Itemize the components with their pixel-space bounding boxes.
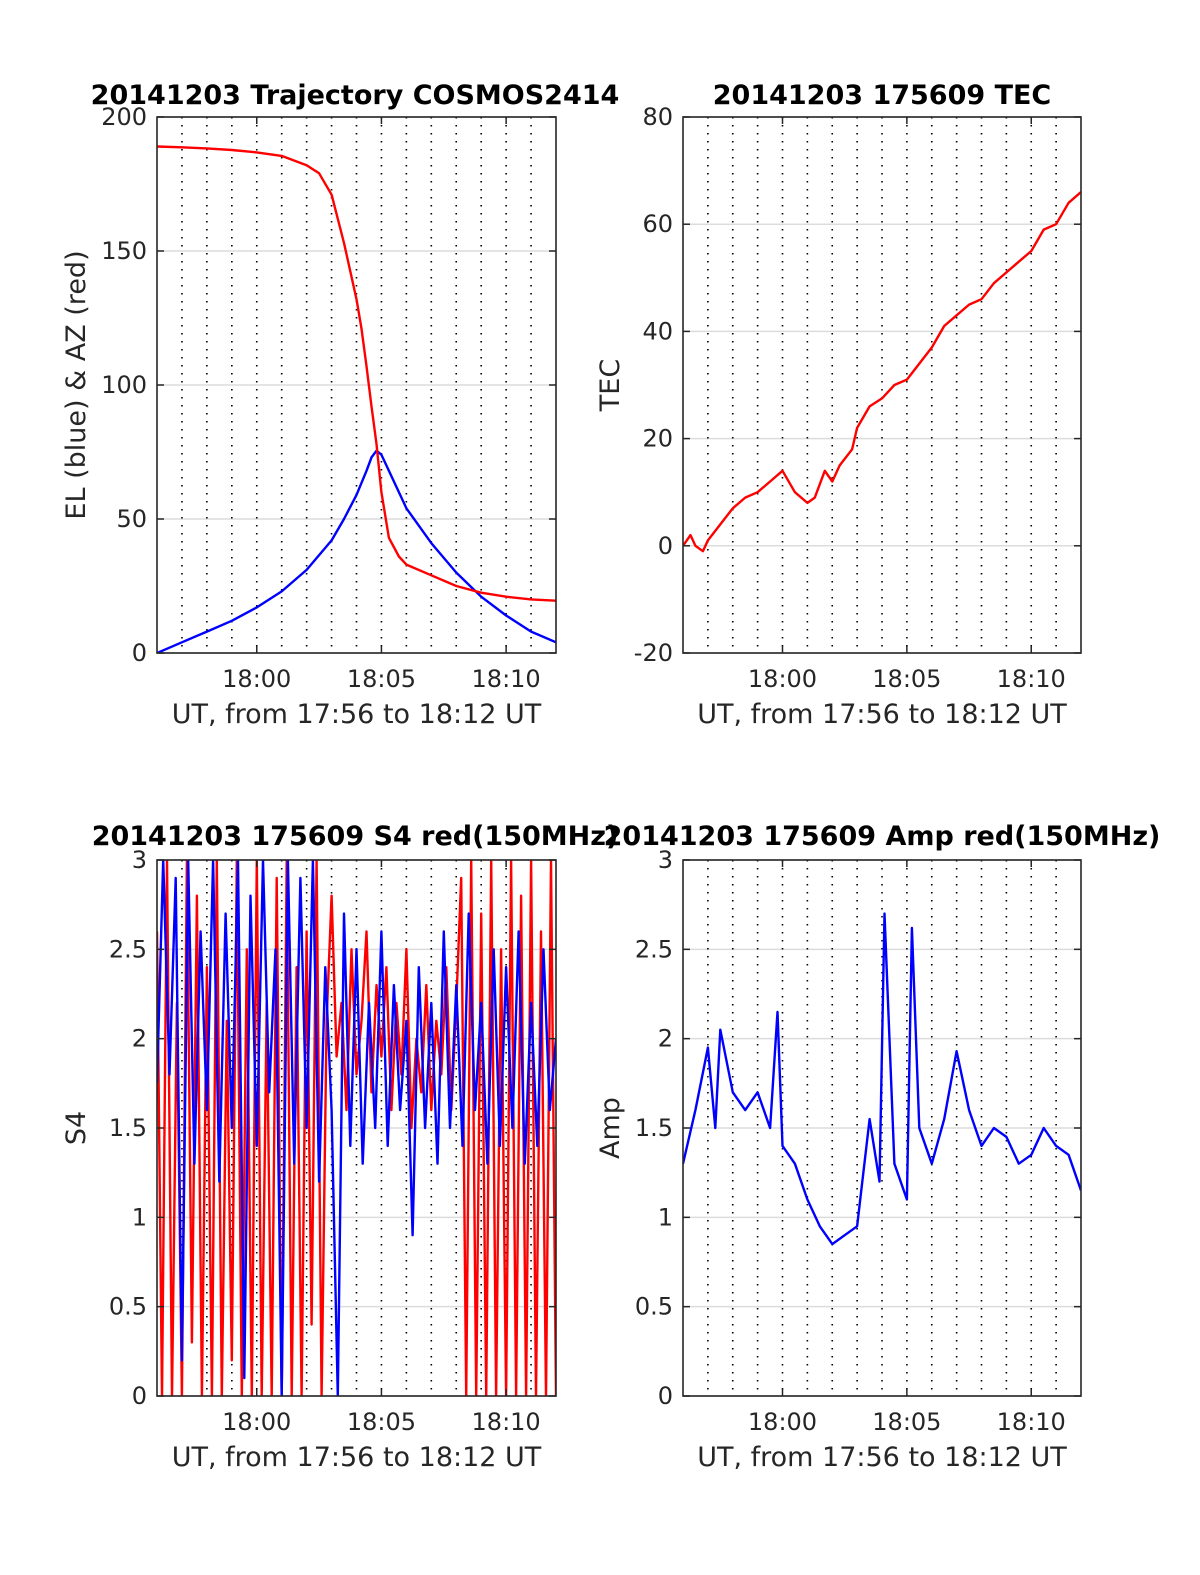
y-axis-label: Amp [595,1097,626,1159]
x-tick-label: 18:05 [872,665,941,693]
chart-panel-1: 0 50 100 150 200 18:00 18:05 18:10 20141203 Traj… [61,80,619,730]
y-tick-label: 80 [642,103,673,131]
y-axis-label: EL (blue) & AZ (red) [61,250,92,519]
y-tick-label: 0.5 [109,1293,147,1321]
axes-frame [682,116,1082,654]
chart-title: 20141203 175609 TEC [713,80,1052,111]
y-tick-label: 1 [658,1203,673,1231]
y-tick-label: 40 [642,317,673,345]
x-tick-label: 18:00 [748,665,817,693]
y-tick-label: 2.5 [635,935,673,963]
x-tick-label: 18:10 [472,1408,541,1436]
y-tick-label: 2 [658,1025,673,1053]
series-line-blue [157,860,556,1396]
x-tick-label: 18:00 [748,1408,817,1436]
series-line-tec [683,191,1081,553]
y-tick-label: 0.5 [635,1293,673,1321]
x-axis-label: UT, from 17:56 to 18:12 UT [172,699,542,730]
chart-panel-4: 0 0.5 1 1.5 2 2.5 3 18:00 18:05 18:10 20141203 175… [595,821,1160,1473]
y-tick-label: 3 [132,846,147,874]
y-tick-label: 100 [101,371,147,399]
chart-panel-2: -20 0 20 40 60 80 18:00 18:05 18:10 20141203 1756… [595,80,1082,730]
x-axis-label: UT, from 17:56 to 18:12 UT [697,1442,1067,1473]
x-tick-label: 18:00 [222,665,291,693]
x-tick-label: 18:00 [222,1408,291,1436]
x-axis-label: UT, from 17:56 to 18:12 UT [172,1442,542,1473]
chart-title: 20141203 175609 S4 red(150MHz) [92,821,619,852]
x-tick-label: 18:10 [472,665,541,693]
y-tick-label: 0 [132,1382,147,1410]
series-line-amp [683,912,1081,1246]
x-tick-label: 18:10 [997,665,1066,693]
x-tick-label: 18:05 [872,1408,941,1436]
y-tick-label: 1.5 [635,1114,673,1142]
y-tick-label: 1 [132,1203,147,1231]
y-tick-label: 2 [132,1025,147,1053]
y-tick-label: 0 [658,532,673,560]
series-line-az [157,145,556,602]
series-line-el [157,449,556,653]
y-tick-label: 20 [642,425,673,453]
y-tick-label: 150 [101,237,147,265]
x-axis-label: UT, from 17:56 to 18:12 UT [697,699,1067,730]
chart-title: 20141203 175609 Amp red(150MHz) [604,821,1161,852]
y-tick-label: 50 [116,505,147,533]
y-tick-label: 3 [658,846,673,874]
y-tick-label: 0 [658,1382,673,1410]
chart-panel-3: 0 0.5 1 1.5 2 2.5 3 18:00 18:05 18:10 20141203 175… [61,821,618,1473]
chart-title: 20141203 Trajectory COSMOS2414 [91,80,620,111]
y-tick-label: 200 [101,103,147,131]
y-tick-label: 60 [642,210,673,238]
y-tick-label: -20 [634,639,673,667]
x-tick-label: 18:10 [997,1408,1066,1436]
y-axis-label: S4 [61,1111,92,1145]
x-tick-label: 18:05 [347,665,416,693]
y-tick-label: 1.5 [109,1114,147,1142]
x-tick-label: 18:05 [347,1408,416,1436]
y-tick-label: 2.5 [109,935,147,963]
y-axis-label: TEC [595,359,626,412]
y-tick-label: 0 [132,639,147,667]
